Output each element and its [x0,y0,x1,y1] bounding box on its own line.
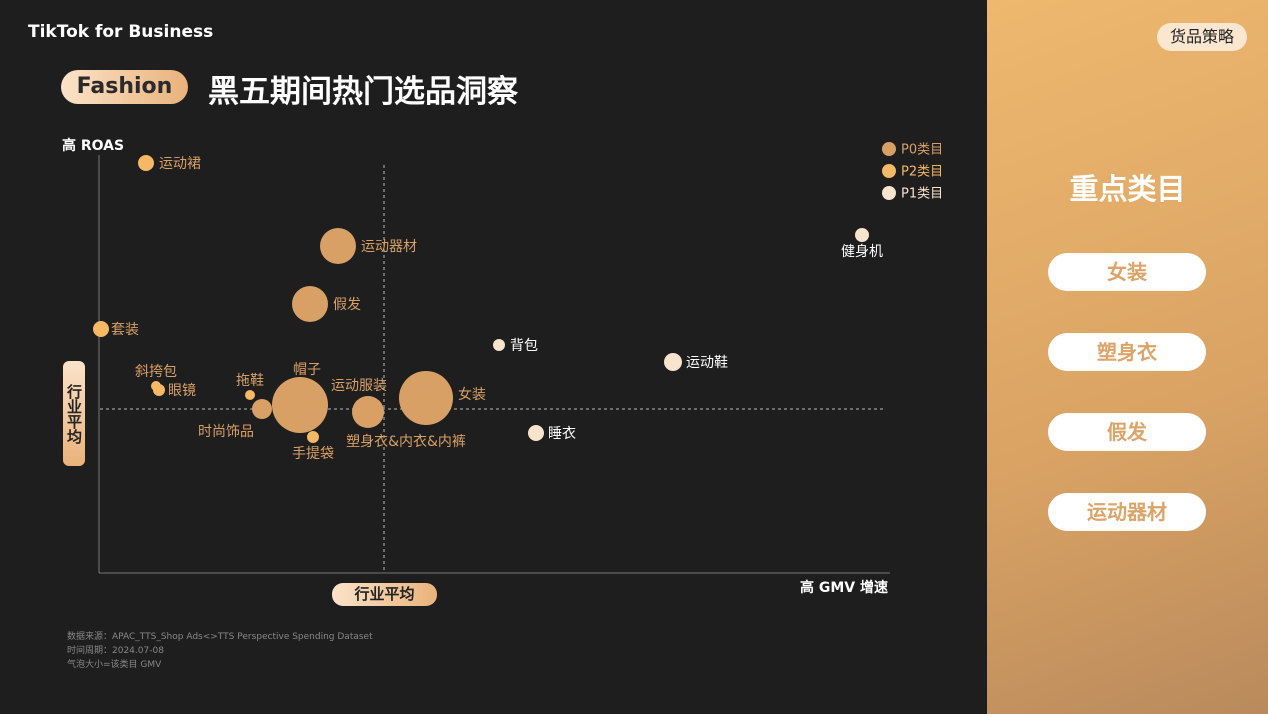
bubble [153,384,165,396]
bubble [493,339,505,351]
y-axis-label: 高 ROAS [62,137,124,154]
tag: Fashion [61,70,188,104]
legend-dot [882,164,896,178]
bubble [292,286,328,322]
bubble-label: 时尚饰品 [198,424,254,440]
bubble [528,425,544,441]
bubble-label: 运动裙 [159,156,201,172]
bubble-label: 假发 [333,297,361,313]
bubble [272,377,328,433]
bubble [307,431,319,443]
bubble-label: 塑身衣&内衣&内裤 [346,434,466,450]
title: 黑五期间热门选品洞察 [208,74,518,110]
bubble [352,396,384,428]
bubble-label: 运动服装 [331,378,387,394]
corner-tag: 货品策略 [1157,23,1247,51]
item: 运动器材 [1048,493,1206,531]
sidebar: 货品策略 重点类目 女装 塑身衣 假发 运动器材 [987,0,1268,714]
bubble-label: 女装 [458,386,486,403]
x-average: 行业平均 [332,583,437,606]
y-average: 行业平均 [63,361,85,466]
bubble [855,228,869,242]
bubble-label: 套装 [111,322,139,338]
bubble-label: 手提袋 [292,446,334,462]
item: 女装 [1048,253,1206,291]
sidebar-title: 重点类目 [1069,172,1186,206]
legend-label: P1类目 [901,187,943,202]
footnotes: 数据来源：APAC_TTS_Shop Ads<>TTS Perspective … [67,630,373,672]
legend-dot [882,142,896,156]
legend-label: P0类目 [901,143,943,158]
item: 塑身衣 [1048,333,1206,371]
bubble [664,353,682,371]
x-axis-label: 高 GMV 增速 [800,579,888,596]
bubble [399,371,453,425]
bubble-label: 运动器材 [361,239,417,255]
bubble-label: 背包 [510,338,538,354]
bubble-label: 健身机 [841,244,883,260]
bubble-label: 帽子 [293,362,321,378]
bubble [252,399,272,419]
bubble-label: 眼镜 [168,383,196,399]
bubble [138,155,154,171]
bubble-label: 睡衣 [548,426,576,442]
footnote: 数据来源：APAC_TTS_Shop Ads<>TTS Perspective … [67,632,373,642]
legend-dot [882,186,896,200]
bubble-label: 斜挎包 [135,364,177,380]
bubble-label: 运动鞋 [686,355,728,371]
item: 假发 [1048,413,1206,451]
bubble [93,321,109,337]
logo: TikTok for Business [28,22,214,42]
chart: 高 ROAS 高 GMV 增速 P0类目 P2类目 P1类目 运动裙运动器材假发套装背… [62,137,943,596]
footnote: 时间周期：2024.07-08 [67,646,164,656]
bubble-label: 拖鞋 [236,373,264,389]
legend-label: P2类目 [901,165,943,180]
bubble [245,390,255,400]
bubble [320,228,356,264]
footnote: 气泡大小=该类目 GMV [67,660,162,670]
